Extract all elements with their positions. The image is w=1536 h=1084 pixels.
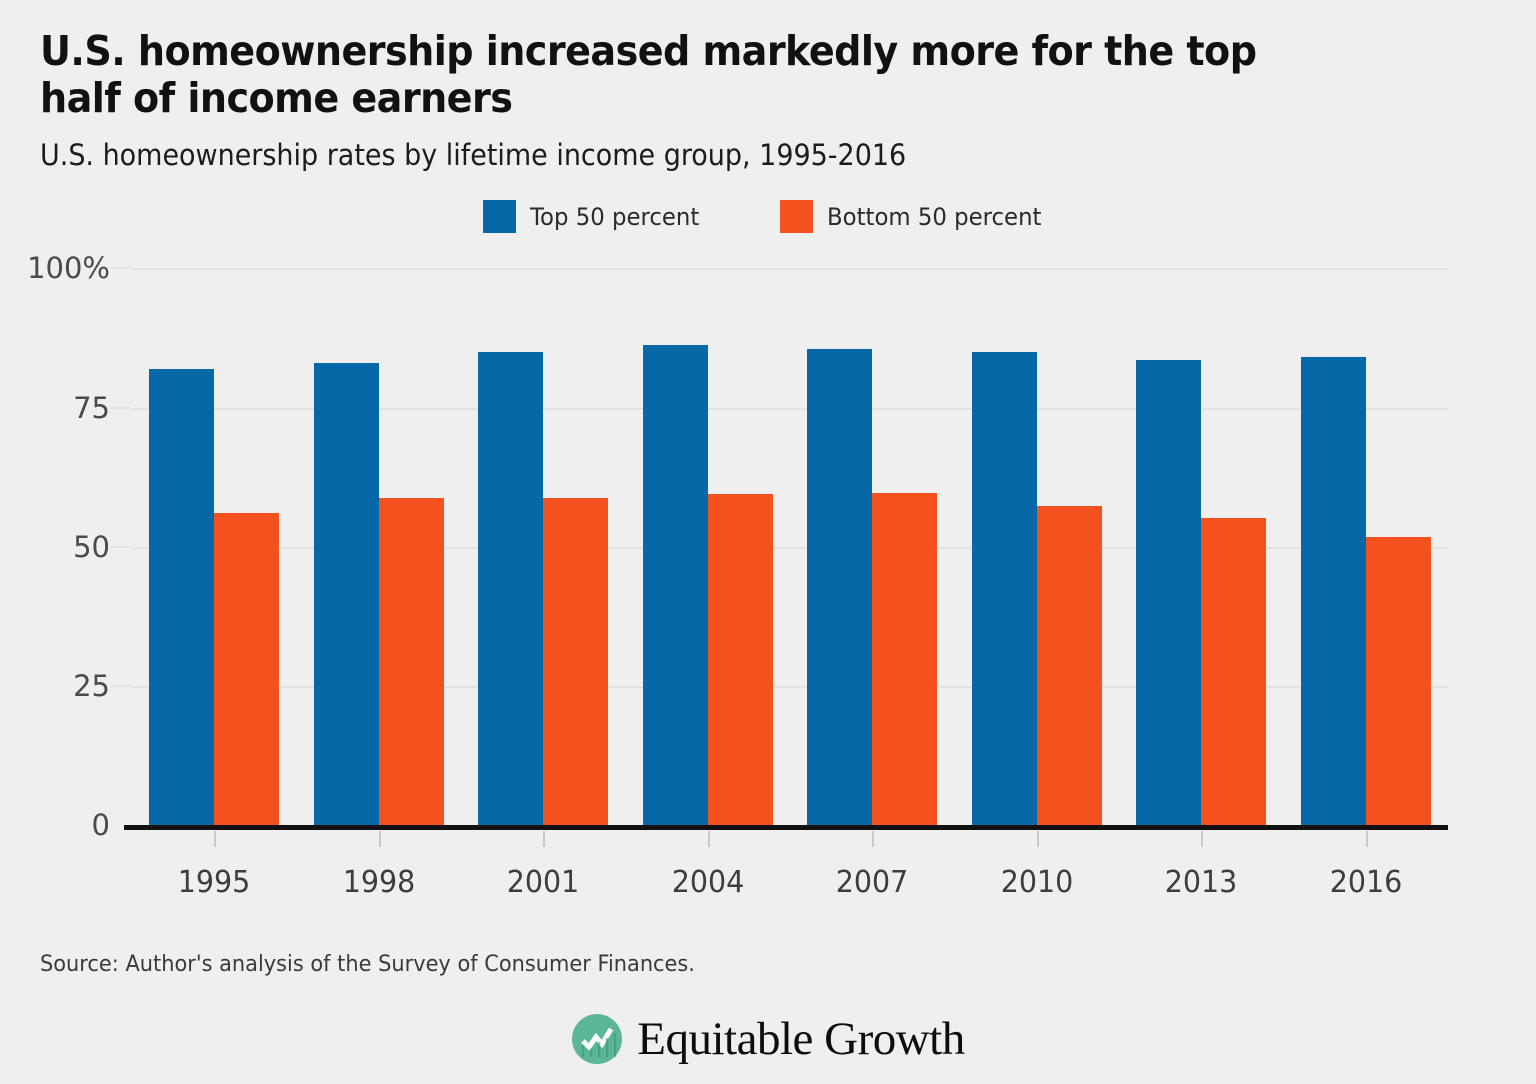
- bar-top-50-1998[interactable]: [313, 362, 379, 826]
- source-note: Source: Author's analysis of the Survey …: [40, 952, 695, 977]
- bar-group: 2016: [1284, 268, 1449, 900]
- bar-top-50-2001[interactable]: [478, 351, 544, 826]
- legend-swatch-icon: [780, 200, 814, 234]
- bar-top-50-2013[interactable]: [1136, 360, 1202, 826]
- bar-bottom-50-2001[interactable]: [543, 497, 609, 826]
- bar-group: 1998: [297, 268, 462, 900]
- y-tick-label: 25: [73, 669, 110, 704]
- legend-item-bottom-50[interactable]: Bottom 50 percent: [780, 200, 1053, 234]
- x-tick-label: 2010: [1000, 865, 1074, 901]
- bar-bottom-50-1995[interactable]: [214, 513, 280, 826]
- x-tick-label: 2016: [1329, 865, 1403, 901]
- bar-bottom-50-2016[interactable]: [1365, 536, 1431, 826]
- chart-legend: Top 50 percent Bottom 50 percent: [0, 200, 1536, 234]
- bar-group: 2004: [626, 268, 791, 900]
- y-tick-mark: [110, 685, 130, 688]
- x-tick-label: 2007: [835, 865, 909, 901]
- bar-group: 1995: [132, 268, 297, 900]
- x-tick-label: 2004: [671, 865, 745, 901]
- page-title: U.S. homeownership increased markedly mo…: [40, 27, 1257, 123]
- line-chart-circle-icon: [572, 1014, 623, 1064]
- x-axis-line: [124, 825, 1448, 831]
- gridline: [132, 546, 1448, 549]
- y-tick-label: 100%: [27, 251, 110, 286]
- x-tick-mark: [378, 831, 381, 848]
- x-tick-mark: [543, 831, 546, 848]
- bar-bottom-50-2004[interactable]: [707, 493, 773, 826]
- y-tick-mark: [110, 406, 130, 409]
- y-tick-mark: [110, 545, 130, 548]
- y-tick-label: 0: [91, 808, 110, 843]
- plot-inner: 0 25 50 75 100% 1995 1998 2001 2004 2007 2010 2013…: [27, 251, 1449, 900]
- bar-group: 2010: [955, 268, 1120, 900]
- x-tick-mark: [1201, 831, 1204, 848]
- gridline: [132, 407, 1448, 410]
- x-tick-label: 2001: [506, 865, 580, 901]
- brand-name: Equitable Growth: [637, 1013, 965, 1065]
- legend-label: Bottom 50 percent: [827, 202, 1042, 231]
- bar-bottom-50-2010[interactable]: [1036, 505, 1102, 826]
- x-tick-label: 1995: [177, 865, 251, 901]
- y-tick-label: 50: [73, 529, 110, 564]
- x-tick-label: 2013: [1164, 865, 1238, 901]
- brand-footer: Equitable Growth: [0, 1012, 1536, 1066]
- chart-plot-area: 0 25 50 75 100% 1995 1998 2001 2004 2007 2010 2013…: [0, 251, 1536, 900]
- bar-top-50-2016[interactable]: [1300, 357, 1366, 826]
- x-tick-mark: [707, 831, 710, 848]
- bar-top-50-1995[interactable]: [149, 368, 215, 826]
- gridline: [132, 686, 1448, 689]
- chart-header: U.S. homeownership increased markedly mo…: [0, 0, 1536, 172]
- legend-swatch-icon: [483, 200, 517, 234]
- bar-group: 2013: [1119, 268, 1284, 900]
- y-tick-label: 75: [73, 390, 110, 425]
- bar-bottom-50-1998[interactable]: [378, 497, 444, 826]
- bar-top-50-2004[interactable]: [642, 344, 708, 826]
- y-tick-mark: [110, 267, 130, 270]
- x-tick-mark: [214, 831, 217, 848]
- bar-top-50-2007[interactable]: [807, 349, 873, 826]
- legend-item-top-50[interactable]: Top 50 percent: [483, 200, 708, 234]
- bar-group: 2001: [461, 268, 626, 900]
- legend-label: Top 50 percent: [530, 202, 700, 231]
- bar-top-50-2010[interactable]: [971, 351, 1037, 826]
- bar-group: 2007: [790, 268, 955, 900]
- bar-bottom-50-2007[interactable]: [872, 493, 938, 826]
- x-tick-mark: [1365, 831, 1368, 848]
- x-tick-label: 1998: [342, 865, 416, 901]
- gridline: [132, 268, 1448, 271]
- bar-groups: 1995 1998 2001 2004 2007 2010 2013 2016: [132, 268, 1449, 900]
- bar-bottom-50-2013[interactable]: [1201, 517, 1267, 826]
- chart-subtitle: U.S. homeownership rates by lifetime inc…: [40, 138, 907, 173]
- x-tick-mark: [872, 831, 875, 848]
- x-tick-mark: [1036, 831, 1039, 848]
